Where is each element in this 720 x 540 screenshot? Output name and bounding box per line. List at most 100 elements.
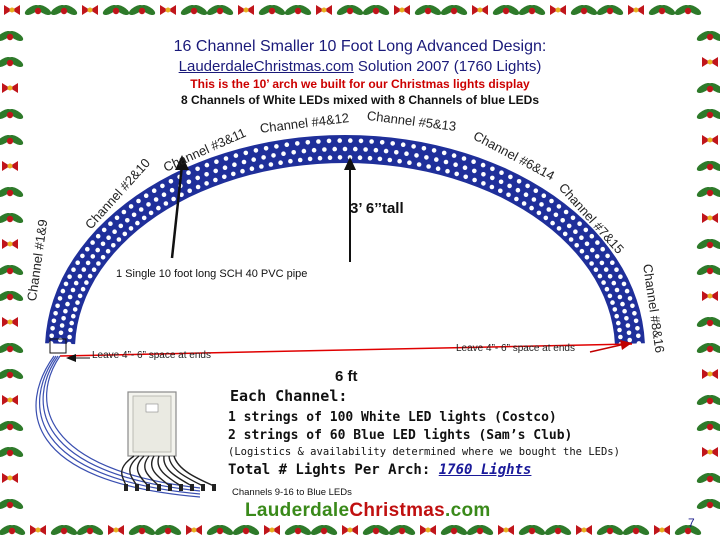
holly-icon: [696, 108, 720, 120]
total-lights: Total # Lights Per Arch: 1760 Lights: [228, 462, 531, 478]
holly-icon: [362, 524, 390, 536]
bow-icon: [2, 317, 18, 327]
center-arrow-head: [344, 157, 356, 170]
total-value: 1760 Lights: [438, 462, 532, 478]
holly-icon: [0, 108, 24, 120]
bow-icon: [702, 291, 718, 301]
holly-icon: [518, 524, 546, 536]
bow-icon: [420, 525, 436, 535]
white-led-line: 1 strings of 100 White LED lights (Costc…: [228, 410, 557, 425]
holly-icon: [0, 498, 24, 510]
bow-icon: [238, 5, 254, 15]
page-title: 16 Channel Smaller 10 Foot Long Advanced…: [173, 38, 547, 55]
led-arch: [45, 135, 645, 350]
bow-icon: [472, 5, 488, 15]
holly-icon: [128, 524, 156, 536]
logo: LauderdaleChristmas.com: [245, 500, 491, 521]
blue-led-line: 2 strings of 60 Blue LED lights (Sam’s C…: [228, 428, 573, 443]
title-rest: Solution 2007 (1760 Lights): [353, 58, 542, 75]
holly-icon: [696, 238, 720, 250]
holly-icon: [696, 186, 720, 198]
pipe-label: 1 Single 10 foot long SCH 40 PVC pipe: [116, 268, 308, 280]
holly-icon: [0, 524, 26, 536]
holly-icon: [596, 4, 624, 16]
height-arrow: [170, 164, 184, 259]
bow-icon: [628, 5, 644, 15]
holly-icon: [544, 524, 572, 536]
holly-icon: [696, 420, 720, 432]
page-number: 7: [688, 516, 695, 530]
page-title-line2: LauderdaleChristmas.com Solution 2007 (1…: [0, 58, 720, 75]
bow-icon: [2, 473, 18, 483]
bow-icon: [702, 369, 718, 379]
bow-icon: [576, 525, 592, 535]
holly-icon: [696, 316, 720, 328]
bow-icon: [108, 525, 124, 535]
bow-icon: [2, 83, 18, 93]
holly-icon: [440, 4, 468, 16]
holly-icon: [0, 420, 24, 432]
total-label: Total # Lights Per Arch:: [228, 462, 439, 478]
holly-icon: [0, 342, 24, 354]
holly-icon: [24, 4, 52, 16]
left-note-arrow: [66, 354, 76, 362]
holly-icon: [492, 4, 520, 16]
holly-icon: [310, 524, 338, 536]
bow-icon: [160, 5, 176, 15]
holly-icon: [362, 4, 390, 16]
holly-icon: [648, 4, 676, 16]
holly-icon: [50, 524, 78, 536]
holly-icon: [0, 134, 24, 146]
bow-icon: [4, 5, 20, 15]
bow-icon: [2, 239, 18, 249]
holly-icon: [206, 524, 234, 536]
holly-icon: [674, 4, 702, 16]
holly-icon: [696, 498, 720, 510]
bow-icon: [264, 525, 280, 535]
bow-icon: [316, 5, 332, 15]
holly-icon: [50, 4, 78, 16]
holly-icon: [518, 4, 546, 16]
holly-icon: [128, 4, 156, 16]
holly-icon: [696, 472, 720, 484]
holly-icon: [622, 524, 650, 536]
holly-icon: [0, 186, 24, 198]
right-note-line: [589, 343, 626, 353]
height-arrow-head: [175, 155, 189, 170]
right-end-note: Leave 4”- 6” space at ends: [456, 343, 575, 354]
bow-icon: [342, 525, 358, 535]
subtitle-description: This is the 10’ arch we built for our Ch…: [190, 77, 530, 91]
bow-icon: [702, 213, 718, 223]
logistics-note: (Logistics & availability determined whe…: [228, 446, 620, 458]
holly-icon: [0, 30, 24, 42]
holly-icon: [284, 524, 312, 536]
holly-icon: [336, 4, 364, 16]
width-line: [59, 343, 633, 357]
bow-icon: [702, 135, 718, 145]
channels-blue-note: Channels 9-16 to Blue LEDs: [232, 487, 352, 498]
holly-icon: [414, 4, 442, 16]
subtitle-channels: 8 Channels of White LEDs mixed with 8 Ch…: [180, 93, 540, 107]
bow-icon: [2, 395, 18, 405]
bow-icon: [2, 161, 18, 171]
holly-icon: [76, 524, 104, 536]
holly-icon: [0, 290, 24, 302]
holly-icon: [596, 524, 624, 536]
bow-icon: [702, 447, 718, 457]
bow-icon: [654, 525, 670, 535]
bow-icon: [702, 57, 718, 67]
holly-icon: [466, 524, 494, 536]
holly-icon: [0, 56, 24, 68]
holly-icon: [0, 446, 24, 458]
controller-box: [35, 355, 216, 498]
holly-icon: [0, 212, 24, 224]
right-note-arrow: [620, 340, 632, 350]
bow-icon: [550, 5, 566, 15]
holly-icon: [696, 264, 720, 276]
holly-icon: [180, 4, 208, 16]
site-link[interactable]: LauderdaleChristmas.com: [178, 58, 354, 75]
holly-icon: [696, 394, 720, 406]
bow-icon: [82, 5, 98, 15]
left-end-box: [49, 338, 67, 354]
